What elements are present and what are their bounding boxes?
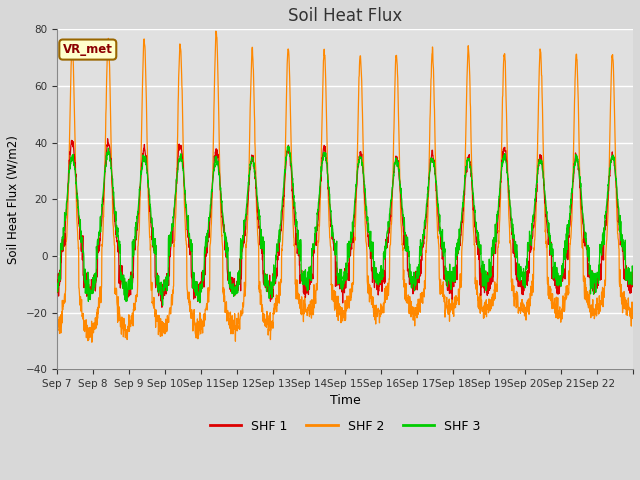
SHF 3 xyxy=(284,143,292,149)
Line: SHF 1: SHF 1 xyxy=(57,139,633,307)
SHF 1 xyxy=(629,277,637,283)
SHF 1 xyxy=(519,292,527,298)
SHF 2 xyxy=(629,300,637,306)
SHF 1 xyxy=(158,304,166,310)
SHF 2 xyxy=(88,339,96,345)
SHF 1 xyxy=(104,136,111,142)
Line: SHF 2: SHF 2 xyxy=(57,31,633,342)
X-axis label: Time: Time xyxy=(330,395,360,408)
SHF 3 xyxy=(236,281,243,287)
SHF 1 xyxy=(53,289,61,295)
Y-axis label: Soil Heat Flux (W/m2): Soil Heat Flux (W/m2) xyxy=(7,135,20,264)
SHF 3 xyxy=(552,276,559,282)
Line: SHF 3: SHF 3 xyxy=(57,146,633,305)
SHF 3 xyxy=(380,248,388,254)
SHF 1 xyxy=(111,216,118,222)
Text: VR_met: VR_met xyxy=(63,43,113,56)
SHF 3 xyxy=(629,268,637,274)
SHF 2 xyxy=(519,309,527,314)
SHF 3 xyxy=(519,273,527,279)
SHF 2 xyxy=(53,325,61,331)
SHF 2 xyxy=(552,308,559,314)
SHF 1 xyxy=(236,275,243,281)
SHF 2 xyxy=(111,291,118,297)
Legend: SHF 1, SHF 2, SHF 3: SHF 1, SHF 2, SHF 3 xyxy=(205,415,485,438)
SHF 2 xyxy=(236,317,243,323)
SHF 2 xyxy=(621,300,629,306)
SHF 3 xyxy=(53,288,61,293)
SHF 3 xyxy=(159,302,166,308)
SHF 3 xyxy=(111,205,118,211)
SHF 1 xyxy=(552,274,559,279)
SHF 2 xyxy=(212,28,220,34)
SHF 1 xyxy=(621,274,629,280)
SHF 2 xyxy=(380,299,388,305)
SHF 1 xyxy=(380,276,388,282)
SHF 3 xyxy=(621,237,629,243)
Title: Soil Heat Flux: Soil Heat Flux xyxy=(288,7,402,25)
